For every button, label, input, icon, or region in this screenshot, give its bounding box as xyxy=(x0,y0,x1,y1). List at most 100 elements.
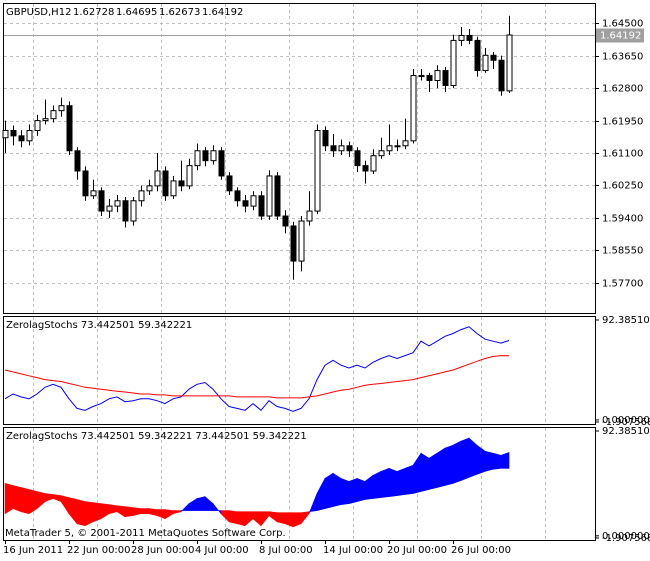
candle-body xyxy=(194,150,201,167)
candle-body xyxy=(2,130,9,139)
candle-body xyxy=(314,130,321,212)
indicator-fill xyxy=(348,477,358,504)
candle-body xyxy=(474,39,481,72)
y-tick-label: 0.000000 xyxy=(602,415,650,426)
candle-body xyxy=(234,190,241,202)
candle-body xyxy=(434,70,441,81)
y-tick-label: 1.57700 xyxy=(602,279,643,290)
indicator-panel xyxy=(3,316,596,425)
indicator-fill xyxy=(444,444,454,486)
candle-body xyxy=(386,145,393,152)
candle-body xyxy=(330,145,337,152)
y-tick-label: 1.61950 xyxy=(602,117,643,128)
candle-body xyxy=(394,145,401,148)
indicator-title: ZerolagStochs 73.442501 59.342221 xyxy=(6,320,192,331)
indicator-fill xyxy=(196,496,206,511)
candle-body xyxy=(202,150,209,162)
indicator-fill xyxy=(140,508,150,515)
indicator-fill xyxy=(356,477,366,502)
candle-body xyxy=(34,120,41,132)
indicator-panel xyxy=(3,427,596,541)
candle-body xyxy=(266,175,273,217)
candle-body xyxy=(410,75,417,142)
candle-body xyxy=(362,165,369,172)
x-tick-label: 22 Jun 00:00 xyxy=(67,545,131,556)
candle-body xyxy=(122,200,129,222)
indicator-fill xyxy=(436,447,446,488)
candle-body xyxy=(242,200,249,207)
x-tick-label: 8 Jul 00:00 xyxy=(259,545,313,556)
x-tick-label: 26 Jul 00:00 xyxy=(451,545,511,556)
plot xyxy=(2,15,513,528)
candle-body xyxy=(282,215,289,227)
candle-body xyxy=(162,170,169,197)
footer: MetaTrader 5, © 2001-2011 MetaQuotes Sof… xyxy=(5,528,286,539)
grid xyxy=(4,4,599,544)
price-tag-label: 1.64192 xyxy=(600,31,641,42)
close-value: 1.64192 xyxy=(202,7,243,18)
candle-body xyxy=(250,195,257,207)
candle-body xyxy=(74,150,81,172)
candle-body xyxy=(138,190,145,202)
y-tick-label: 1.60250 xyxy=(602,181,643,192)
x-tick-label: 14 Jul 00:00 xyxy=(323,545,383,556)
indicator-fill xyxy=(484,450,494,472)
indicator-fill xyxy=(340,477,350,505)
y-tick-label: -1.907568 xyxy=(602,417,650,428)
indicator-fill xyxy=(276,512,286,525)
y-tick-label: 1.64500 xyxy=(602,19,643,30)
candle-body xyxy=(426,75,433,82)
candle-body xyxy=(82,170,89,197)
x-tick-label: 16 Jun 2011 xyxy=(3,545,63,556)
candle-body xyxy=(170,180,177,197)
candle-body xyxy=(210,150,217,162)
x-tick-label: 28 Jun 00:00 xyxy=(131,545,195,556)
indicator-fill xyxy=(396,467,406,496)
candle-body xyxy=(114,200,121,207)
indicator-fill xyxy=(388,467,398,497)
candle-body xyxy=(498,59,505,92)
indicator-fill xyxy=(4,483,14,515)
candle-body xyxy=(338,145,345,152)
indicator-fill xyxy=(124,506,134,518)
candle-body xyxy=(378,150,385,157)
indicator-fill xyxy=(428,452,438,490)
candle-body xyxy=(450,39,457,86)
high-value: 1.64695 xyxy=(116,7,157,18)
low-value: 1.62673 xyxy=(159,7,200,18)
indicator-fill xyxy=(420,452,430,492)
x-tick-label: 20 Jul 00:00 xyxy=(387,545,447,556)
candle-body xyxy=(58,105,65,112)
indicator-fill xyxy=(84,501,94,527)
candle-body xyxy=(354,150,361,167)
candle-body xyxy=(130,200,137,222)
candle-body xyxy=(154,170,161,187)
indicator-fill xyxy=(404,464,414,495)
indicator-fill xyxy=(452,440,462,484)
indicator-fill xyxy=(372,470,382,499)
candle-body xyxy=(18,135,25,142)
chart-title: GBPUSD,H12 xyxy=(6,7,71,18)
indicator-fill xyxy=(380,467,390,498)
open-value: 1.62728 xyxy=(73,7,114,18)
indicator-title: ZerolagStochs 73.442501 59.342221 73.442… xyxy=(6,431,307,442)
candle-body xyxy=(50,110,57,120)
y-tick-label: 1.61100 xyxy=(602,149,643,160)
candle-body xyxy=(458,34,465,41)
candle-body xyxy=(178,180,185,187)
price-tag xyxy=(596,28,644,43)
candle-body xyxy=(98,190,105,212)
y-tick-label: 92.385103 xyxy=(602,426,650,437)
candle-body xyxy=(442,70,449,86)
indicator-fill xyxy=(492,452,502,470)
candle-body xyxy=(290,225,297,262)
candle-body xyxy=(370,155,377,172)
candle-body xyxy=(418,75,425,78)
y-tick-label: 1.62800 xyxy=(602,84,643,95)
candle-body xyxy=(226,175,233,192)
candle-body xyxy=(346,145,353,152)
y-tick-label: 1.59400 xyxy=(602,214,643,225)
candle-body xyxy=(306,210,313,222)
indicator-fill xyxy=(20,487,30,515)
